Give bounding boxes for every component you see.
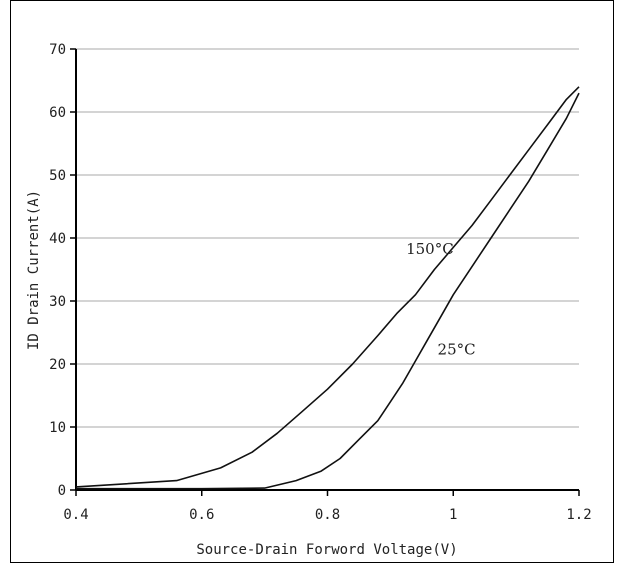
x-axis-title: Source-Drain Forword Voltage(V) — [196, 542, 457, 558]
annotation-label: 150°C — [406, 240, 454, 258]
gridlines — [76, 48, 579, 428]
y-tick-label: 50 — [49, 168, 66, 184]
y-tick-label: 10 — [49, 420, 66, 436]
y-tick-label: 30 — [49, 294, 66, 310]
y-tick-label: 0 — [58, 483, 66, 499]
y-tick-label: 60 — [49, 105, 66, 121]
x-tick-label: 0.8 — [315, 507, 340, 523]
x-tick-label: 0.4 — [63, 507, 88, 523]
y-axis-title: ID Drain Current(A) — [26, 190, 42, 350]
chart-frame: 0 10 20 30 40 50 60 70 0.4 0.6 0.8 1 1.2 150°C 25°C … — [10, 0, 614, 563]
x-tick-label: 0.6 — [189, 507, 214, 523]
y-tick-label: 70 — [49, 42, 66, 58]
axes — [75, 49, 579, 491]
x-tick-label: 1 — [449, 507, 457, 523]
annotation-label: 25°C — [438, 341, 476, 359]
series-lines — [75, 86, 580, 490]
y-tick-label: 40 — [49, 231, 66, 247]
x-tick-label: 1.2 — [566, 507, 591, 523]
y-axis-ticks: 0 10 20 30 40 50 60 70 — [49, 42, 76, 499]
series-line-25c — [76, 92, 580, 490]
x-axis-ticks: 0.4 0.6 0.8 1 1.2 — [63, 490, 592, 523]
y-tick-label: 20 — [49, 357, 66, 373]
annotations: 150°C 25°C — [406, 240, 476, 359]
series-line-150c — [75, 86, 580, 488]
